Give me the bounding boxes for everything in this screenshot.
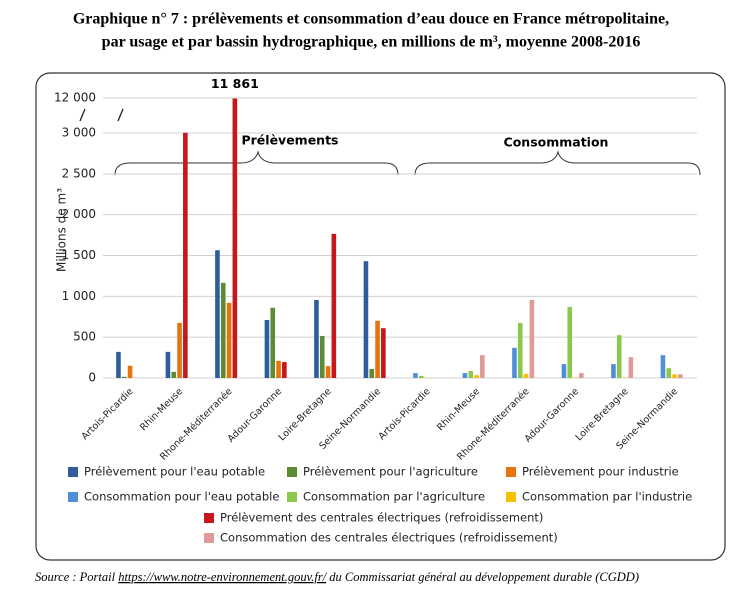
bar <box>220 282 226 378</box>
bar <box>121 376 127 378</box>
legend-swatch <box>506 492 516 502</box>
legend-swatch <box>204 513 214 523</box>
bar <box>611 364 616 378</box>
bar <box>183 132 188 378</box>
legend-label: Consommation pour l'eau potable <box>84 490 279 504</box>
bar <box>276 360 281 378</box>
bar <box>381 328 386 378</box>
title-line: par usage et par bassin hydrographique, … <box>102 34 641 51</box>
bar <box>660 355 666 378</box>
axis-break <box>79 108 86 122</box>
y-tick-label: 3 000 <box>62 126 96 140</box>
y-tick-label: 0 <box>88 371 96 385</box>
y-tick-label: 12 000 <box>54 91 96 105</box>
x-tick-label: Artois-Picardie <box>79 386 135 442</box>
bar <box>462 373 468 378</box>
legend-swatch <box>287 467 297 477</box>
source-suffix: du Commissariat général au développement… <box>326 570 639 584</box>
y-tick-label: 500 <box>73 330 96 344</box>
bar <box>413 373 418 378</box>
source-link[interactable]: https://www.notre-environnement.gouv.fr/ <box>118 570 327 584</box>
bar <box>480 355 485 378</box>
legend-label: Prélèvement pour l'agriculture <box>303 465 478 479</box>
bar <box>512 347 517 378</box>
x-tick-label: Loire-Bretagne <box>277 386 334 443</box>
bar <box>226 302 232 378</box>
legend-swatch <box>506 467 516 477</box>
bar <box>314 300 319 378</box>
bar <box>232 98 238 378</box>
bar <box>165 351 171 378</box>
bar <box>116 351 121 378</box>
source: Source : Portail https://www.notre-envir… <box>35 570 639 584</box>
bar <box>127 365 133 378</box>
bar <box>628 357 634 378</box>
bar <box>270 307 276 378</box>
bar <box>375 320 380 378</box>
legend-swatch <box>287 492 297 502</box>
legend-swatch <box>68 492 78 502</box>
bar <box>369 369 375 378</box>
annotation: Consommation <box>504 135 609 150</box>
legend-label: Prélèvement pour l'eau potable <box>84 465 265 479</box>
y-tick-label: 1 500 <box>62 248 96 262</box>
bar <box>561 364 567 378</box>
value-label: 11 861 <box>211 76 259 91</box>
bar <box>331 233 337 378</box>
legend-swatch <box>204 533 214 543</box>
bar <box>325 366 331 378</box>
legend-swatch <box>68 467 78 477</box>
y-tick-label: 2 500 <box>62 166 96 180</box>
bar <box>468 371 474 378</box>
title-line: Graphique n° 7 : prélèvements et consomm… <box>73 11 669 28</box>
bar <box>523 373 529 378</box>
chart-frame <box>35 72 726 561</box>
y-tick-label: 2 000 <box>62 207 96 221</box>
bar <box>567 306 573 378</box>
bar <box>282 362 287 378</box>
x-tick-label: Loire-Bretagne <box>574 386 631 443</box>
bar <box>616 335 622 378</box>
x-tick-label: Artois-Picardie <box>376 386 432 442</box>
legend-label: Consommation par l'agriculture <box>303 490 485 504</box>
x-tick-label: Adour-Garonne <box>523 386 582 445</box>
annotation: Prélèvements <box>241 133 338 148</box>
x-tick-label: Adour-Garonne <box>226 386 285 445</box>
bar <box>215 250 220 378</box>
bar <box>672 374 677 378</box>
bar <box>171 371 177 378</box>
bar <box>319 335 325 378</box>
bar <box>418 375 424 378</box>
bar <box>678 374 683 378</box>
bar <box>264 320 270 378</box>
legend-label: Consommation par l'industrie <box>522 490 692 504</box>
x-tick-label: Rhin-Meuse <box>138 386 185 433</box>
legend-label: Prélèvement des centrales électriques (r… <box>220 511 543 525</box>
axis-break <box>117 108 124 122</box>
legend-label: Prélèvement pour industrie <box>522 465 679 479</box>
bar <box>517 322 523 378</box>
bar <box>474 375 479 378</box>
brace <box>414 150 701 176</box>
bar <box>666 368 672 378</box>
legend-label: Consommation des centrales électriques (… <box>220 531 558 545</box>
brace <box>114 150 399 176</box>
y-tick-label: 1 000 <box>62 289 96 303</box>
y-axis-label: Millions de m³ <box>55 188 69 272</box>
bar <box>363 261 369 378</box>
bar <box>579 373 584 378</box>
source-prefix: Source : Portail <box>35 570 118 584</box>
x-tick-label: Rhin-Meuse <box>435 386 482 433</box>
bar <box>177 322 182 378</box>
bar <box>529 300 535 378</box>
